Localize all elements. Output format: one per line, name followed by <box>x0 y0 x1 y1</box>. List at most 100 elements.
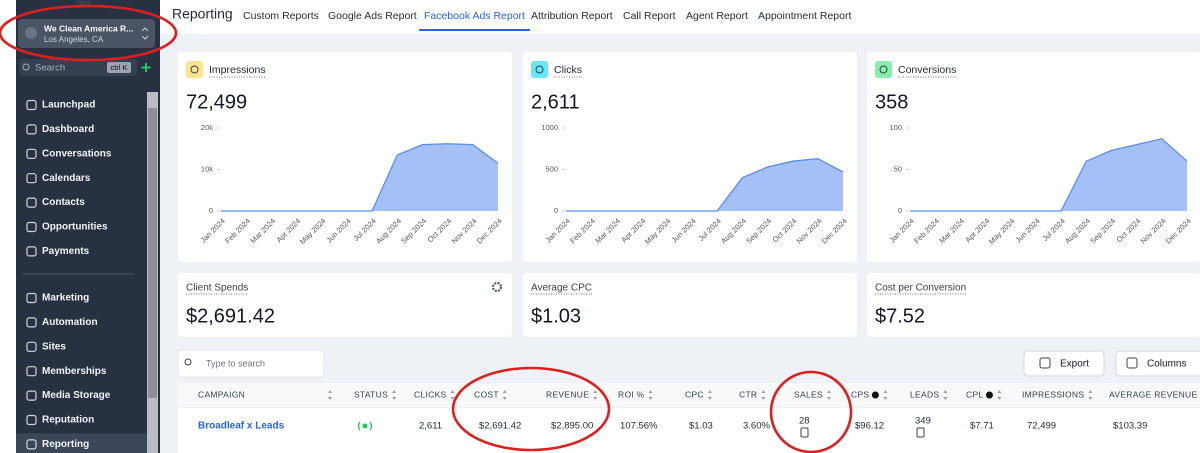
column-header[interactable]: LEADS <box>910 389 939 399</box>
report-tab[interactable]: Agent Report <box>686 10 748 22</box>
doc-icon <box>800 427 809 438</box>
column-header[interactable]: CPC <box>685 389 704 399</box>
table-cell: $7.71 <box>970 421 994 432</box>
nav-item[interactable]: Payments <box>42 246 90 257</box>
nav-item[interactable]: Sites <box>42 341 66 352</box>
sort-icon <box>997 390 1002 400</box>
nav-icon <box>26 148 37 159</box>
status-icon <box>362 423 368 429</box>
stat-value: $1.03 <box>531 305 581 327</box>
metric-value: 2,611 <box>531 91 580 113</box>
nav-icon <box>26 99 37 111</box>
stat-title: Average CPC <box>531 283 592 294</box>
column-header[interactable]: ROI % <box>618 389 645 399</box>
table-cell: $96.12 <box>855 421 884 432</box>
active-tab-underline <box>419 29 530 31</box>
nav-item[interactable]: Contacts <box>42 197 85 208</box>
campaign-link[interactable]: Broadleaf x Leads <box>198 421 285 432</box>
y-tick-label: 20k <box>201 123 213 132</box>
nav-icon <box>26 341 37 352</box>
column-header[interactable]: CAMPAIGN <box>198 389 245 399</box>
y-tick-label: 100 <box>889 123 902 132</box>
sort-icon <box>761 390 766 400</box>
toolbar-button-icon <box>1126 357 1138 369</box>
nav-item[interactable]: Conversations <box>42 148 112 159</box>
annotation-circle <box>0 4 178 62</box>
y-tick-label: 0 <box>209 206 213 215</box>
column-header[interactable]: STATUS <box>354 389 388 399</box>
column-header[interactable]: CLICKS <box>414 389 447 399</box>
column-header[interactable]: CPL <box>966 389 983 399</box>
nav-item[interactable]: Launchpad <box>42 100 95 111</box>
toolbar-button[interactable] <box>1115 350 1200 377</box>
column-header[interactable]: REVENUE <box>546 389 589 399</box>
nav-item[interactable]: Opportunities <box>42 222 108 233</box>
nav-icon <box>26 246 37 257</box>
nav-item[interactable]: Memberships <box>42 366 107 377</box>
table-cell: $103.39 <box>1113 421 1147 432</box>
report-tab[interactable]: Call Report <box>623 10 676 22</box>
table-cell: $1.03 <box>689 421 713 432</box>
report-tab[interactable]: Facebook Ads Report <box>424 10 525 22</box>
metric-icon <box>875 61 892 78</box>
table-cell: 2,611 <box>419 421 442 432</box>
location-name: We Clean America R... <box>44 23 133 33</box>
left-margin <box>0 0 16 453</box>
nav-item[interactable]: Automation <box>42 317 98 328</box>
metric-icon-glyph <box>190 65 199 74</box>
nav-icon <box>26 366 37 377</box>
nav-item[interactable]: Calendars <box>42 173 91 184</box>
sort-icon <box>707 390 712 400</box>
y-tick-label: 50 <box>894 164 902 173</box>
sort-icon <box>943 390 948 400</box>
nav-item[interactable]: Dashboard <box>42 124 94 135</box>
shortcut-badge <box>107 62 131 73</box>
nav-item[interactable]: Media Storage <box>42 390 111 401</box>
nav-item[interactable]: Marketing <box>42 293 89 304</box>
stat-title: Client Spends <box>186 283 248 294</box>
stat-value: $7.52 <box>875 305 925 327</box>
column-header[interactable]: COST <box>474 389 499 399</box>
stat-card <box>867 273 1200 337</box>
nav-icon <box>26 292 37 304</box>
sort-icon <box>1088 390 1093 400</box>
column-header[interactable]: CPS <box>851 389 869 399</box>
location-icon <box>25 27 37 39</box>
column-header[interactable]: CTR <box>739 389 757 399</box>
sort-icon <box>648 390 653 400</box>
info-icon <box>985 391 993 399</box>
sort-icon <box>392 390 397 400</box>
y-tick-label: 0 <box>554 206 558 215</box>
report-tab[interactable]: Google Ads Report <box>328 10 417 22</box>
column-header[interactable]: IMPRESSIONS <box>1022 389 1084 399</box>
report-tab[interactable]: Custom Reports <box>243 10 319 22</box>
sort-icon <box>826 390 831 400</box>
toolbar-button[interactable] <box>1023 350 1105 377</box>
report-tab[interactable]: Appointment Report <box>758 10 851 22</box>
top-bar <box>160 0 1200 34</box>
nav-icon <box>26 414 37 426</box>
column-header[interactable]: AVERAGE REVENUE <box>1109 389 1197 399</box>
nav-item[interactable]: Reporting <box>42 439 89 450</box>
nav-item[interactable]: Reputation <box>42 415 94 426</box>
stat-value: $2,691.42 <box>186 305 275 327</box>
area-line <box>910 138 1188 212</box>
settings-gear[interactable] <box>491 281 503 293</box>
table-cell: 28 <box>799 416 810 427</box>
nav-icon <box>26 221 37 233</box>
report-tab[interactable]: Attribution Report <box>531 10 613 22</box>
column-header[interactable]: SALES <box>794 389 823 399</box>
table-search[interactable] <box>177 349 325 378</box>
nav-icon <box>26 439 37 450</box>
metric-icon-glyph <box>879 65 888 74</box>
metric-icon-glyph <box>535 65 544 74</box>
toolbar-button-label: Export <box>1060 359 1089 370</box>
area-fill <box>910 138 1187 211</box>
area-line <box>221 143 499 212</box>
location-city: Los Angeles, CA <box>44 35 104 44</box>
table-cell: $2,691.42 <box>479 421 521 432</box>
location-switcher[interactable] <box>18 19 155 48</box>
sort-icon <box>450 390 455 400</box>
stat-card <box>178 273 512 337</box>
